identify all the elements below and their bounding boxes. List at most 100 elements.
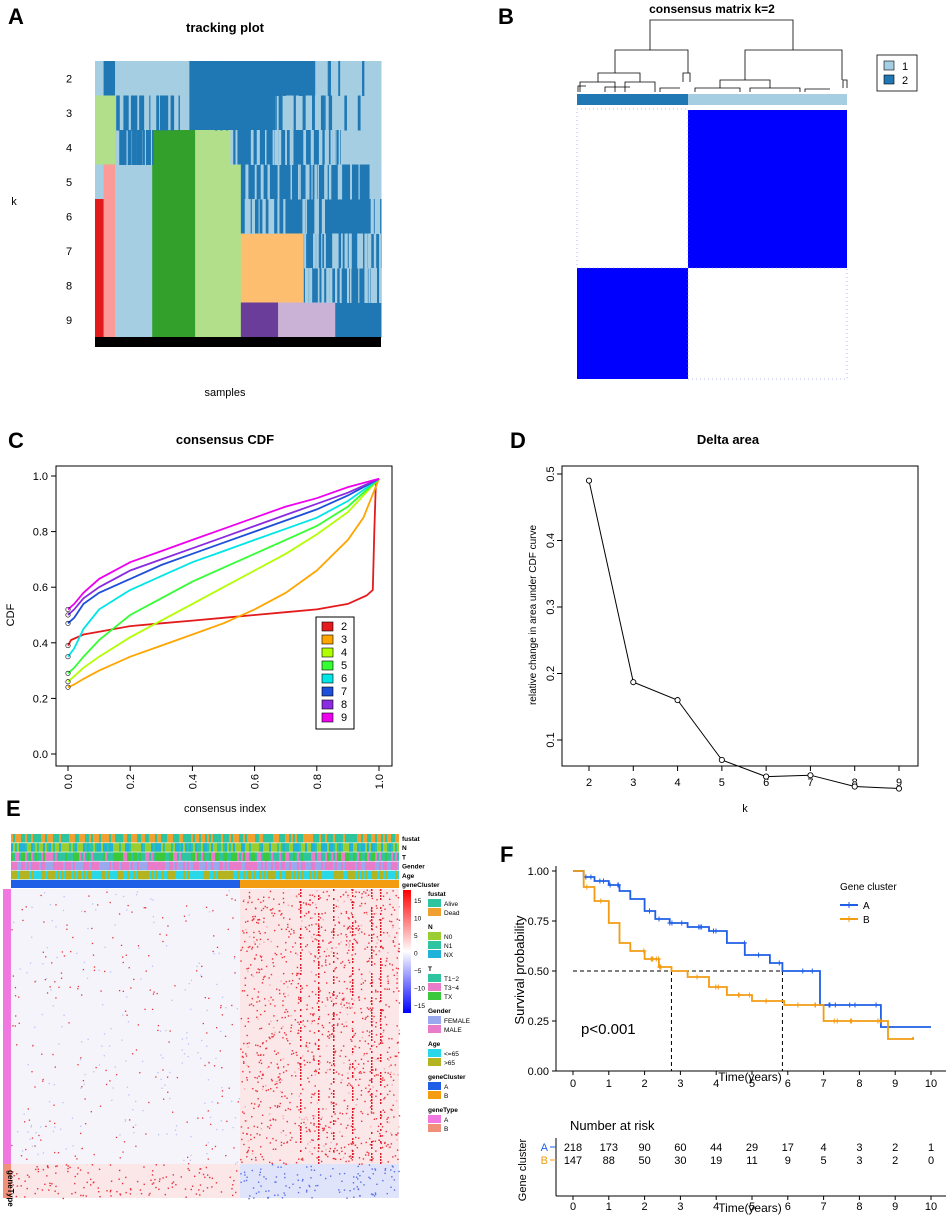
heat-cell — [310, 1022, 313, 1025]
heat-cell — [135, 1124, 137, 1126]
heat-cell — [236, 1008, 239, 1010]
track-streak — [142, 130, 145, 165]
heat-cell — [285, 1070, 288, 1072]
heat-cell — [270, 1078, 273, 1081]
heat-cell — [373, 1044, 375, 1046]
anno-cell — [21, 852, 23, 861]
heat-streak — [352, 1075, 354, 1077]
heat-cell — [398, 1170, 400, 1173]
heat-streak — [371, 1153, 373, 1155]
heat-cell — [310, 1165, 312, 1168]
heat-cell — [338, 1152, 341, 1155]
anno-cell — [333, 843, 335, 852]
heat-cell — [382, 1077, 384, 1079]
heat-streak — [371, 1159, 373, 1161]
heat-cell — [127, 904, 129, 907]
heat-cell — [315, 993, 317, 996]
heat-cell — [385, 1023, 388, 1026]
heat-cell — [240, 1181, 242, 1184]
heat-streak — [352, 1123, 354, 1125]
heat-cell — [270, 1020, 272, 1023]
anno-cell — [149, 861, 151, 871]
heat-cell — [277, 1052, 279, 1054]
anno-cell — [35, 861, 37, 871]
heat-cell — [267, 1089, 270, 1091]
heat-cell — [54, 1190, 56, 1192]
km-curve-B — [573, 870, 914, 1040]
heat-streak — [380, 928, 382, 930]
heat-cell — [336, 1024, 339, 1027]
heat-cell — [348, 1117, 351, 1120]
heat-cell — [292, 1183, 294, 1185]
heat-cell — [27, 1064, 29, 1066]
heat-cell — [310, 1169, 313, 1171]
heat-cell — [389, 1056, 392, 1059]
heat-cell — [336, 1014, 338, 1016]
anno-cell — [121, 861, 123, 871]
heat-cell — [247, 970, 249, 973]
censor-mark-A — [697, 924, 703, 930]
track-streak — [370, 199, 373, 234]
anno-cell — [237, 852, 239, 861]
anno-cell — [49, 870, 51, 880]
heat-cell — [221, 1090, 224, 1092]
anno-cell — [293, 852, 295, 861]
heat-streak — [333, 1096, 335, 1098]
heat-streak — [371, 916, 373, 918]
heat-cell — [375, 1118, 378, 1120]
heat-cell — [284, 1176, 286, 1179]
anno-cell — [127, 861, 129, 871]
track-streak — [325, 164, 328, 200]
heat-cell — [279, 1073, 281, 1075]
anno-cell — [65, 852, 67, 861]
anno-cell — [277, 861, 279, 871]
heat-cell — [296, 966, 299, 969]
heat-streak — [371, 1108, 373, 1110]
heat-cell — [36, 1188, 39, 1190]
heat-cell — [251, 1169, 253, 1172]
heat-cell — [309, 894, 311, 896]
heat-cell — [34, 1086, 36, 1088]
cdf-legend-label-7: 7 — [341, 686, 347, 698]
heat-streak — [318, 1093, 320, 1095]
heat-cell — [85, 1195, 87, 1197]
heat-cell — [280, 914, 282, 916]
heat-cell — [128, 1119, 131, 1121]
heat-cell — [317, 1138, 319, 1141]
heat-cell — [298, 1109, 300, 1111]
heat-streak — [300, 895, 302, 897]
heat-cell — [319, 955, 321, 958]
heat-cell — [245, 1179, 248, 1182]
anno-cell — [25, 870, 27, 880]
heat-streak — [300, 1138, 302, 1140]
heat-cell — [206, 1032, 208, 1034]
anno-cell — [319, 834, 321, 843]
heat-streak — [352, 994, 354, 996]
heat-streak — [318, 931, 320, 933]
anno-cell — [47, 834, 49, 843]
heat-cell — [314, 956, 317, 958]
x-tick-label: 9 — [892, 1201, 898, 1213]
risk-count-A: 60 — [674, 1142, 686, 1154]
heat-cell — [221, 1087, 223, 1089]
anno-cell — [23, 870, 25, 880]
anno-cell — [129, 843, 131, 852]
heat-cell — [317, 957, 319, 960]
heat-cell — [262, 1054, 265, 1056]
heat-cell — [325, 955, 328, 958]
heat-cell — [360, 1058, 363, 1060]
heat-cell — [119, 1157, 121, 1159]
heat-cell — [259, 1054, 262, 1057]
heat-cell — [307, 1046, 309, 1049]
heat-cell — [353, 1196, 355, 1198]
heat-cell — [244, 1174, 246, 1176]
heat-cell — [185, 1196, 187, 1198]
heat-cell — [315, 974, 317, 976]
heat-cell — [319, 934, 321, 937]
heat-cell — [213, 935, 215, 937]
heat-cell — [49, 1120, 51, 1122]
anno-cell — [347, 861, 349, 871]
anno-cell — [175, 843, 177, 852]
anno-cell — [41, 861, 43, 871]
heat-cell — [323, 1127, 325, 1129]
